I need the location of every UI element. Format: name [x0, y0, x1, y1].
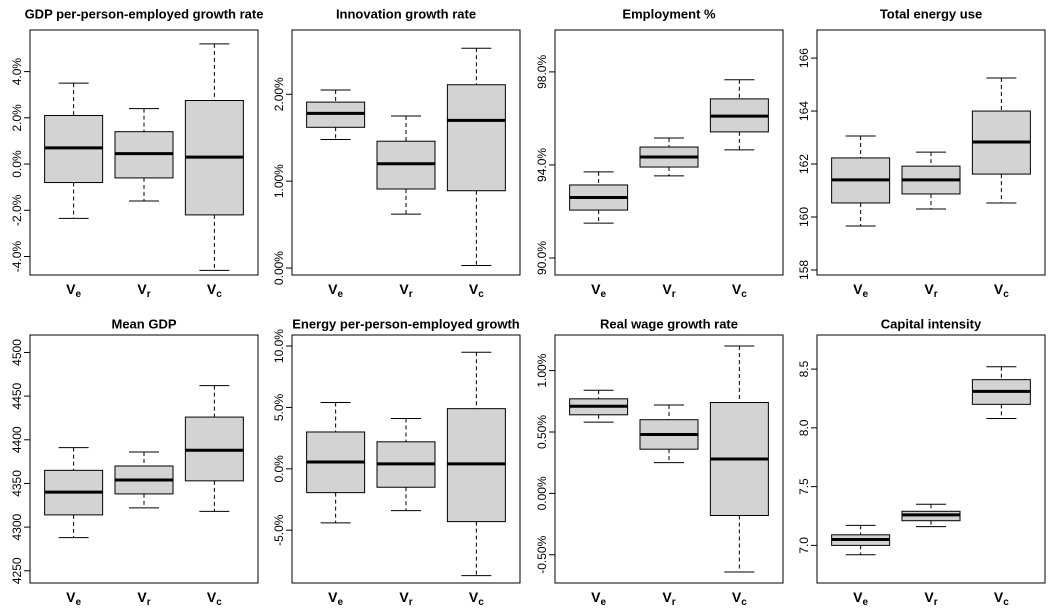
- x-tick-label: Vr: [137, 589, 150, 608]
- x-tick-label: Vc: [469, 589, 484, 608]
- y-tick-label: 98.0%: [535, 55, 549, 89]
- y-tick-label: 2.00%: [272, 77, 286, 111]
- y-tick-label: -5.0%: [272, 514, 286, 546]
- chart-title: Real wage growth rate: [600, 316, 738, 331]
- y-tick-label: 8.0: [797, 419, 811, 436]
- chart-title: Total energy use: [880, 6, 982, 21]
- x-tick-label: Vr: [399, 589, 412, 608]
- y-tick-label: 0.0%: [272, 455, 286, 483]
- plot-frame: [29, 334, 259, 584]
- plot-frame: [291, 334, 521, 584]
- y-tick-label: 4300: [10, 513, 24, 540]
- plot-frame: [291, 29, 521, 276]
- x-tick-label: Ve: [66, 589, 81, 608]
- x-tick-label: Ve: [853, 281, 868, 300]
- y-tick-label: 166: [797, 48, 811, 68]
- y-tick-label: 5.0%: [272, 393, 286, 421]
- y-tick-label: 0.0%: [10, 150, 24, 178]
- y-tick-label: 1.00%: [535, 353, 549, 387]
- x-tick-label: Ve: [328, 589, 343, 608]
- chart-title: Innovation growth rate: [336, 6, 476, 21]
- x-tick-label: Vc: [469, 281, 484, 300]
- y-tick-label: 1.00%: [272, 164, 286, 198]
- x-tick-label: Vr: [399, 281, 412, 300]
- y-tick-label: -4.0%: [10, 241, 24, 273]
- plot-frame: [554, 29, 784, 276]
- x-tick-label: Vr: [662, 281, 675, 300]
- y-tick-label: 94.0%: [535, 148, 549, 182]
- y-tick-label: 10.0%: [272, 329, 286, 363]
- plot-frame: [29, 29, 259, 276]
- chart-title: Energy per-person-employed growth: [292, 316, 520, 331]
- y-tick-label: 4350: [10, 470, 24, 497]
- plot-frame: [554, 334, 784, 584]
- x-tick-label: Vc: [732, 589, 747, 608]
- x-tick-label: Ve: [591, 281, 606, 300]
- chart-title: Mean GDP: [111, 316, 176, 331]
- chart-title: Capital intensity: [881, 316, 982, 331]
- y-tick-label: -2.0%: [10, 194, 24, 226]
- x-tick-label: Vr: [924, 281, 937, 300]
- y-tick-label: 158: [797, 260, 811, 280]
- y-tick-label: 0.50%: [535, 415, 549, 449]
- y-tick-label: 2.0%: [10, 104, 24, 132]
- x-tick-label: Ve: [328, 281, 343, 300]
- plot-frame: [816, 334, 1046, 584]
- x-tick-label: Vr: [662, 589, 675, 608]
- y-tick-label: 0.00%: [272, 251, 286, 285]
- plot-frame: [816, 29, 1046, 276]
- box: [446, 84, 506, 192]
- y-tick-label: 4400: [10, 426, 24, 453]
- y-tick-label: 7.5: [797, 478, 811, 495]
- y-tick-label: 4450: [10, 382, 24, 409]
- y-tick-label: 4.0%: [10, 58, 24, 86]
- y-tick-label: 90.0%: [535, 241, 549, 275]
- y-tick-label: 160: [797, 207, 811, 227]
- x-tick-label: Ve: [853, 589, 868, 608]
- y-tick-label: -0.50%: [535, 535, 549, 573]
- x-tick-label: Ve: [591, 589, 606, 608]
- x-tick-label: Vc: [994, 589, 1009, 608]
- y-tick-label: 7.0: [797, 537, 811, 554]
- x-tick-label: Vc: [207, 281, 222, 300]
- x-tick-label: Ve: [66, 281, 81, 300]
- y-tick-label: 8.5: [797, 360, 811, 377]
- y-tick-label: 164: [797, 101, 811, 121]
- y-tick-label: 4250: [10, 557, 24, 584]
- x-tick-label: Vc: [732, 281, 747, 300]
- chart-title: Employment %: [622, 6, 716, 21]
- x-tick-label: Vr: [924, 589, 937, 608]
- x-tick-label: Vr: [137, 281, 150, 300]
- x-tick-label: Vc: [994, 281, 1009, 300]
- y-tick-label: 162: [797, 154, 811, 174]
- x-tick-label: Vc: [207, 589, 222, 608]
- chart-title: GDP per-person-employed growth rate: [25, 6, 264, 21]
- y-tick-label: 0.00%: [535, 476, 549, 510]
- y-tick-label: 4500: [10, 339, 24, 366]
